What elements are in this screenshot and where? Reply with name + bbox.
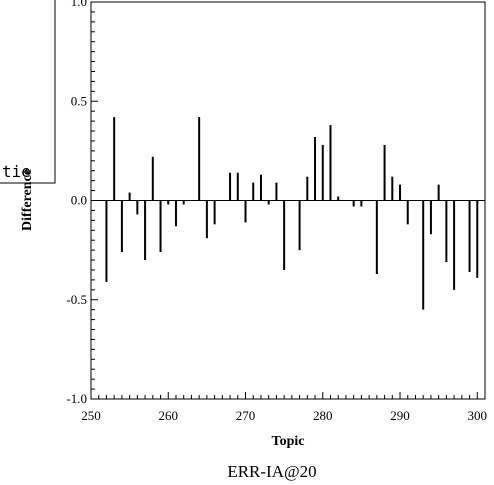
chart-caption: ERR-IA@20 <box>227 462 316 481</box>
y-tick-label: -1.0 <box>66 391 87 406</box>
x-tick-label: 250 <box>81 408 101 423</box>
legend-frame <box>0 0 56 184</box>
y-tick-label: 1.0 <box>71 0 87 9</box>
y-tick-label: -0.5 <box>66 292 87 307</box>
axis-ticks <box>90 1 485 400</box>
x-tick-label: 280 <box>313 408 333 423</box>
x-tick-label: 270 <box>236 408 256 423</box>
y-tick-labels: -1.0 -0.5 0.0 0.5 1.0 <box>66 0 87 406</box>
x-tick-label: 290 <box>390 408 410 423</box>
y-tick-label: 0.5 <box>71 93 87 108</box>
x-tick-label: 260 <box>159 408 179 423</box>
overlay-text: tie <box>2 162 31 181</box>
x-tick-labels: 250 260 270 280 290 300 <box>81 408 487 423</box>
x-axis-title: Topic <box>272 434 305 449</box>
y-axis-title: Difference <box>20 169 35 231</box>
bar-series <box>105 117 479 310</box>
x-tick-label: 300 <box>468 408 488 423</box>
y-tick-label: 0.0 <box>71 193 87 208</box>
